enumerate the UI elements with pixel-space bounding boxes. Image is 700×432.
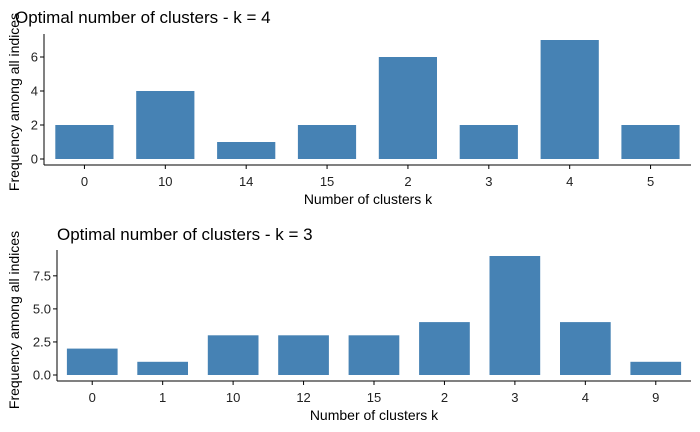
bar xyxy=(136,91,195,159)
x-tick-label: 0 xyxy=(81,174,88,189)
bar xyxy=(489,256,541,375)
y-tick-label: 6 xyxy=(31,50,38,65)
chart-title: Optimal number of clusters - k = 3 xyxy=(57,225,313,244)
x-tick-label: 15 xyxy=(367,390,381,405)
chart-panel-k4: Optimal number of clusters - k = 4 0 2 4 6 0 1… xyxy=(6,8,691,207)
x-tick-label: 4 xyxy=(566,174,573,189)
bar xyxy=(217,142,276,159)
x-axis-label: Number of clusters k xyxy=(310,407,439,423)
bar xyxy=(459,125,518,159)
bar xyxy=(348,335,400,375)
y-tick-label: 0 xyxy=(31,152,38,167)
bar xyxy=(630,361,682,375)
bar xyxy=(278,335,329,375)
bar xyxy=(297,125,357,159)
bar xyxy=(419,322,470,375)
bar xyxy=(540,40,599,159)
x-tick-label: 4 xyxy=(582,390,589,405)
x-tick-label: 2 xyxy=(441,390,448,405)
y-tick-label: 2 xyxy=(31,118,38,133)
bar xyxy=(137,361,188,375)
x-tick-label: 1 xyxy=(159,390,166,405)
chart-title: Optimal number of clusters - k = 4 xyxy=(15,8,271,27)
x-tick-label: 9 xyxy=(652,390,659,405)
bar xyxy=(621,125,680,159)
bar xyxy=(55,125,114,159)
y-axis-label: Frequency among all indices xyxy=(6,13,22,191)
bar xyxy=(207,335,259,375)
x-tick-label: 14 xyxy=(239,174,253,189)
x-tick-label: 10 xyxy=(226,390,240,405)
x-tick-label: 5 xyxy=(647,174,654,189)
y-tick-label: 4 xyxy=(31,84,38,99)
x-tick-label: 0 xyxy=(89,390,96,405)
x-tick-label: 15 xyxy=(320,174,334,189)
x-axis-label: Number of clusters k xyxy=(304,191,433,207)
y-tick-label: 0.0 xyxy=(33,368,51,383)
y-tick-label: 2.5 xyxy=(33,334,51,349)
bar xyxy=(378,57,437,159)
y-tick-label: 7.5 xyxy=(33,268,51,283)
x-tick-label: 12 xyxy=(296,390,310,405)
y-tick-label: 5.0 xyxy=(33,301,51,316)
chart-panel-k3: Optimal number of clusters - k = 3 0.0 2.5… xyxy=(6,225,691,423)
y-axis-label: Frequency among all indices xyxy=(6,231,22,409)
x-tick-label: 3 xyxy=(485,174,492,189)
x-tick-label: 10 xyxy=(158,174,172,189)
bar xyxy=(66,348,118,375)
bar xyxy=(560,322,611,375)
x-tick-label: 3 xyxy=(511,390,518,405)
x-tick-label: 2 xyxy=(404,174,411,189)
